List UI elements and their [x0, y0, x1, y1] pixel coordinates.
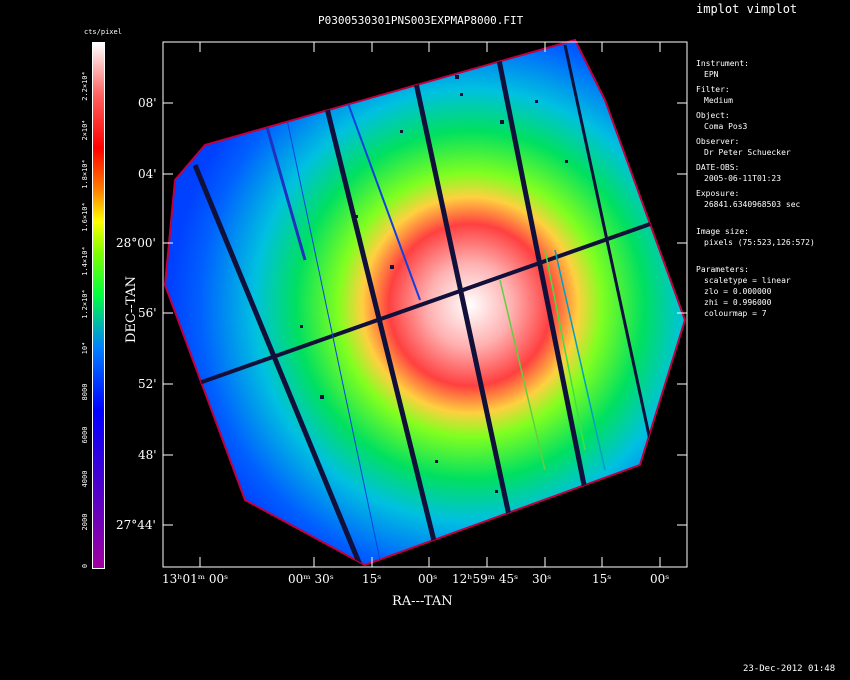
bad-pixel: [320, 395, 324, 399]
y-tick-label: 28°00': [116, 236, 156, 250]
y-tick-label: 48': [138, 448, 157, 462]
chip-gap: [407, 54, 513, 521]
observer-label: Observer:: [696, 137, 740, 146]
colorbar: [92, 42, 105, 569]
y-tick-label: 08': [138, 96, 157, 110]
bad-pixel: [535, 100, 538, 103]
plot-title: P0300530301PNS003EXPMAP8000.FIT: [318, 14, 524, 27]
chip-gap: [317, 79, 438, 546]
x-axis-label: RA---TAN: [392, 594, 453, 609]
bad-pixel: [460, 93, 463, 96]
filter-label: Filter:: [696, 85, 730, 94]
x-tick-label: 30ˢ: [532, 572, 552, 586]
observer-value: Dr Peter Schuecker: [704, 148, 791, 157]
image-size-label: Image size:: [696, 227, 749, 236]
param-zlo: zlo = 0.000000: [704, 287, 772, 296]
bad-pixel: [500, 120, 504, 124]
bad-pixel: [565, 160, 568, 163]
x-tick-label: 12ʰ59ᵐ 45ˢ: [452, 572, 519, 586]
instrument-label: Instrument:: [696, 59, 749, 68]
column-stripe: [499, 279, 546, 471]
info-panel: Instrument: EPN Filter: Medium Object: C…: [696, 58, 815, 319]
exposure-value: 26841.6340968503 sec: [704, 200, 801, 209]
bad-pixel: [355, 215, 358, 218]
x-tick-label: 00ˢ: [418, 572, 438, 586]
param-scaletype: scaletype = linear: [704, 276, 791, 285]
column-stripe: [554, 249, 606, 471]
bad-pixel: [390, 265, 394, 269]
x-tick-label: 00ˢ: [650, 572, 670, 586]
parameters-label: Parameters:: [696, 265, 749, 274]
y-tick-label: 04': [138, 167, 157, 181]
bad-pixel: [300, 325, 303, 328]
plot-frame: [162, 41, 688, 568]
bad-pixel: [455, 75, 459, 79]
x-tick-label: 13ʰ01ᵐ 00ˢ: [162, 572, 229, 586]
bad-pixel: [400, 130, 403, 133]
param-zhi: zhi = 0.996000: [704, 298, 772, 307]
date-value: 2005-06-11T01:23: [704, 174, 782, 183]
column-stripe: [544, 249, 586, 451]
y-tick-label: 27°44': [116, 518, 156, 532]
y-tick-label: 52': [138, 377, 157, 391]
bad-pixel: [495, 490, 498, 493]
exposure-label: Exposure:: [696, 189, 740, 198]
column-stripe: [344, 94, 421, 301]
column-stripe: [284, 109, 381, 561]
image-size-value: pixels (75:523,126:572): [704, 238, 815, 247]
chip-gap: [492, 40, 588, 491]
param-colourmap: colourmap = 7: [704, 309, 767, 318]
x-tick-label: 00ᵐ 30ˢ: [288, 572, 334, 586]
x-tick-label: 15ˢ: [362, 572, 382, 586]
column-stripe: [263, 119, 307, 261]
instrument-value: EPN: [704, 70, 719, 79]
chip-gap: [192, 164, 363, 565]
timestamp: 23-Dec-2012 01:48: [743, 664, 836, 674]
object-value: Coma Pos3: [704, 122, 748, 131]
chip-gap: [563, 44, 652, 441]
object-label: Object:: [696, 111, 730, 120]
filter-value: Medium: [704, 96, 733, 105]
colorbar-unit-label: cts/pixel: [84, 28, 122, 36]
date-label: DATE-OBS:: [696, 163, 740, 172]
chip-gap: [165, 208, 685, 397]
bad-pixel: [435, 460, 438, 463]
x-tick-label: 15ˢ: [592, 572, 612, 586]
y-tick-label: 56': [138, 306, 157, 320]
app-title: implot vimplot: [696, 2, 798, 16]
